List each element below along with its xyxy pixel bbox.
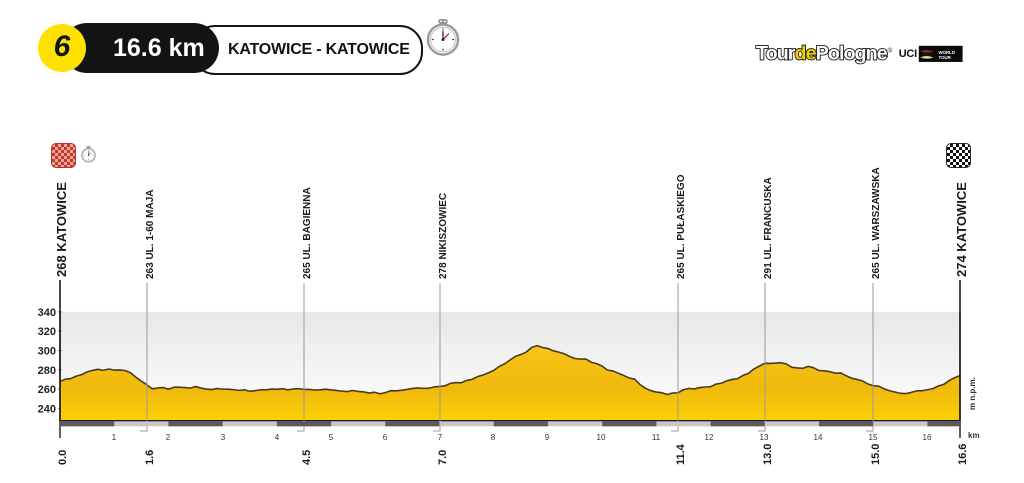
svg-text:1: 1: [112, 433, 117, 442]
svg-text:13: 13: [760, 433, 769, 442]
svg-text:268 KATOWICE: 268 KATOWICE: [54, 182, 69, 277]
svg-text:263 UL. 1-60 MAJA: 263 UL. 1-60 MAJA: [145, 190, 156, 279]
svg-text:12: 12: [705, 433, 714, 442]
svg-text:1.6: 1.6: [144, 450, 156, 465]
svg-text:9: 9: [545, 433, 550, 442]
svg-text:3: 3: [221, 433, 226, 442]
svg-text:16: 16: [923, 433, 932, 442]
svg-text:m n.p.m.: m n.p.m.: [968, 377, 977, 410]
svg-text:14: 14: [814, 433, 823, 442]
svg-text:15.0: 15.0: [870, 444, 882, 465]
svg-text:13.0: 13.0: [762, 444, 774, 465]
svg-text:2: 2: [166, 433, 171, 442]
svg-text:4.5: 4.5: [301, 450, 313, 465]
svg-text:340: 340: [38, 307, 56, 319]
svg-text:320: 320: [38, 326, 56, 338]
svg-text:15: 15: [869, 433, 878, 442]
svg-text:291 UL. FRANCUSKA: 291 UL. FRANCUSKA: [763, 177, 774, 279]
svg-text:8: 8: [491, 433, 496, 442]
svg-text:240: 240: [38, 404, 56, 416]
svg-text:7: 7: [438, 433, 443, 442]
svg-text:274 KATOWICE: 274 KATOWICE: [954, 182, 969, 277]
svg-text:265 UL. WARSZAWSKA: 265 UL. WARSZAWSKA: [871, 167, 882, 279]
svg-text:260: 260: [38, 384, 56, 396]
svg-text:265 UL. PUŁASKIEGO: 265 UL. PUŁASKIEGO: [676, 174, 687, 279]
svg-text:5: 5: [329, 433, 334, 442]
svg-text:265 UL. BAGIENNA: 265 UL. BAGIENNA: [302, 187, 313, 279]
svg-text:6: 6: [383, 433, 388, 442]
svg-text:7.0: 7.0: [437, 450, 449, 465]
svg-text:300: 300: [38, 346, 56, 358]
svg-text:16.6: 16.6: [957, 444, 969, 465]
svg-text:11: 11: [652, 433, 661, 442]
svg-text:10: 10: [597, 433, 606, 442]
svg-text:km: km: [968, 431, 980, 440]
svg-text:280: 280: [38, 365, 56, 377]
svg-text:0.0: 0.0: [57, 450, 69, 465]
svg-text:11.4: 11.4: [675, 443, 687, 465]
svg-text:4: 4: [275, 433, 280, 442]
svg-text:278 NIKISZOWIEC: 278 NIKISZOWIEC: [438, 193, 449, 279]
